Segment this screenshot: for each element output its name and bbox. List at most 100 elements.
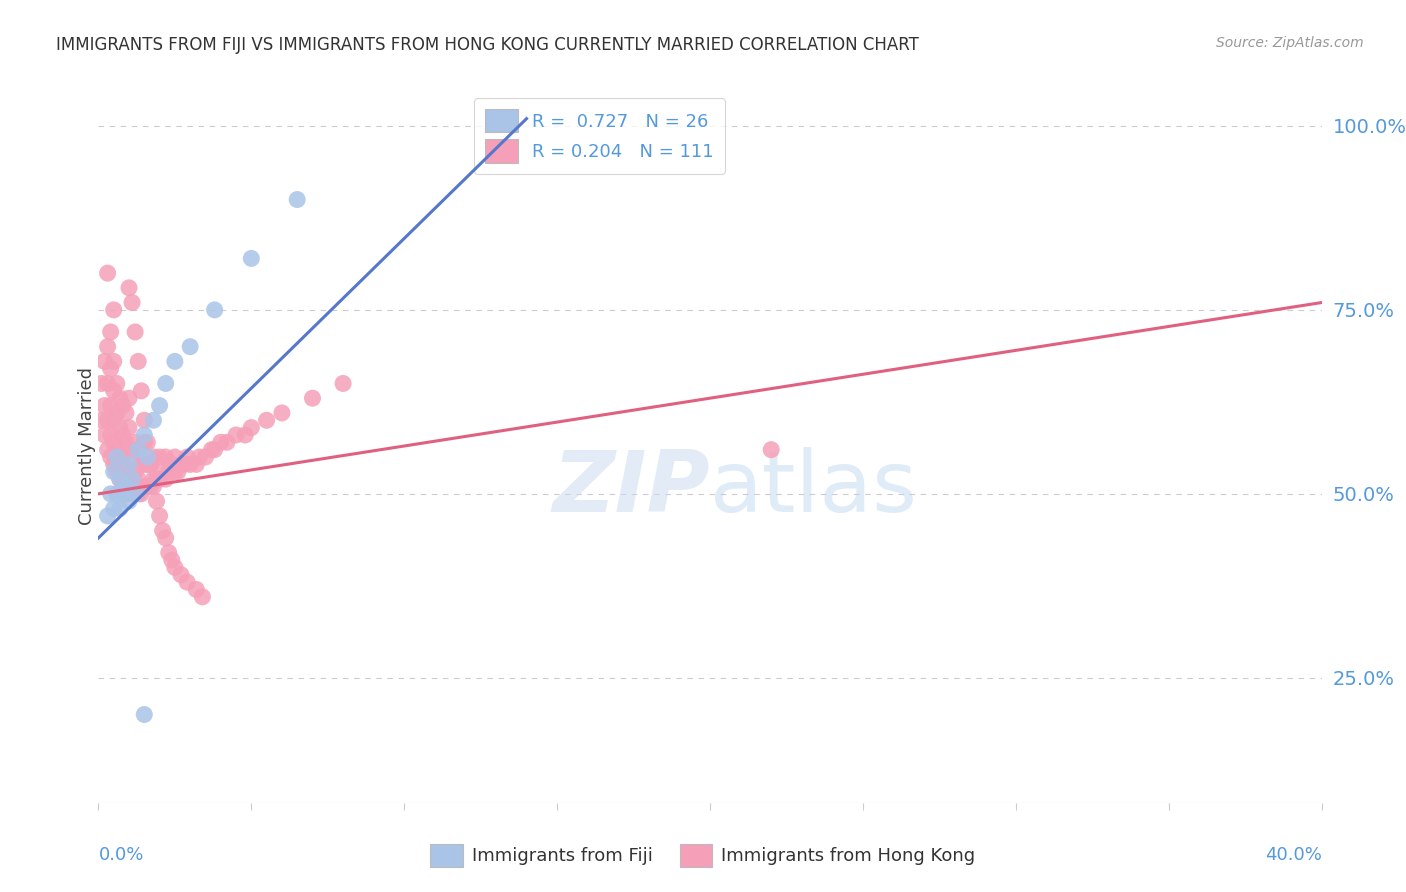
- Point: [225, 428, 247, 442]
- Point: [127, 472, 149, 486]
- Point: [136, 450, 159, 464]
- Text: IMMIGRANTS FROM FIJI VS IMMIGRANTS FROM HONG KONG CURRENTLY MARRIED CORRELATION : IMMIGRANTS FROM FIJI VS IMMIGRANTS FROM …: [56, 36, 920, 54]
- Point: [134, 458, 156, 472]
- Point: [105, 376, 128, 391]
- Point: [124, 487, 146, 501]
- Point: [108, 420, 131, 434]
- Point: [100, 325, 122, 339]
- Point: [142, 472, 165, 486]
- Point: [100, 487, 122, 501]
- Point: [103, 465, 125, 479]
- Point: [167, 465, 190, 479]
- Point: [105, 450, 128, 464]
- Point: [145, 494, 167, 508]
- Point: [176, 575, 198, 590]
- Point: [121, 450, 143, 464]
- Point: [111, 487, 134, 501]
- Point: [108, 501, 131, 516]
- Point: [118, 420, 141, 434]
- Point: [149, 450, 172, 464]
- Point: [194, 450, 217, 464]
- Point: [170, 458, 193, 472]
- Point: [759, 442, 782, 457]
- Point: [118, 458, 141, 472]
- Point: [163, 450, 186, 464]
- Point: [186, 582, 208, 597]
- Point: [124, 487, 146, 501]
- Point: [129, 487, 152, 501]
- Point: [111, 428, 134, 442]
- Point: [179, 458, 201, 472]
- Point: [200, 442, 222, 457]
- Point: [139, 458, 162, 472]
- Point: [118, 494, 141, 508]
- Point: [111, 458, 134, 472]
- Point: [108, 450, 131, 464]
- Point: [186, 458, 208, 472]
- Point: [118, 472, 141, 486]
- Point: [103, 501, 125, 516]
- Point: [204, 302, 226, 317]
- Point: [103, 435, 125, 450]
- Point: [121, 295, 143, 310]
- Point: [127, 442, 149, 457]
- Point: [240, 252, 263, 266]
- Point: [115, 406, 138, 420]
- Point: [105, 487, 128, 501]
- Point: [301, 391, 323, 405]
- Point: [134, 479, 156, 493]
- Point: [188, 450, 211, 464]
- Point: [121, 479, 143, 493]
- Point: [115, 479, 138, 493]
- Point: [142, 450, 165, 464]
- Point: [105, 465, 128, 479]
- Point: [127, 354, 149, 368]
- Point: [105, 406, 128, 420]
- Point: [97, 442, 120, 457]
- Point: [157, 465, 180, 479]
- Point: [179, 340, 201, 354]
- Point: [134, 413, 156, 427]
- Point: [142, 413, 165, 427]
- Point: [105, 442, 128, 457]
- Text: atlas: atlas: [710, 447, 918, 531]
- Point: [97, 413, 120, 427]
- Point: [121, 472, 143, 486]
- Point: [155, 472, 177, 486]
- Point: [155, 376, 177, 391]
- Point: [136, 458, 159, 472]
- Point: [157, 546, 180, 560]
- Point: [129, 458, 152, 472]
- Point: [134, 707, 156, 722]
- Point: [111, 399, 134, 413]
- Point: [124, 325, 146, 339]
- Legend: R =  0.727   N = 26, R = 0.204   N = 111: R = 0.727 N = 26, R = 0.204 N = 111: [474, 98, 724, 174]
- Point: [115, 435, 138, 450]
- Point: [97, 508, 120, 523]
- Point: [97, 376, 120, 391]
- Point: [108, 472, 131, 486]
- Point: [103, 354, 125, 368]
- Point: [124, 465, 146, 479]
- Point: [173, 458, 195, 472]
- Y-axis label: Currently Married: Currently Married: [79, 367, 96, 525]
- Point: [163, 560, 186, 574]
- Point: [136, 479, 159, 493]
- Point: [134, 435, 156, 450]
- Point: [103, 458, 125, 472]
- Point: [163, 354, 186, 368]
- Point: [90, 413, 112, 427]
- Point: [160, 458, 183, 472]
- Point: [163, 465, 186, 479]
- Point: [155, 450, 177, 464]
- Point: [155, 531, 177, 545]
- Point: [215, 435, 238, 450]
- Legend: Immigrants from Fiji, Immigrants from Hong Kong: Immigrants from Fiji, Immigrants from Ho…: [423, 837, 983, 874]
- Point: [170, 567, 193, 582]
- Point: [93, 354, 115, 368]
- Text: 0.0%: 0.0%: [98, 846, 143, 863]
- Point: [256, 413, 278, 427]
- Point: [233, 428, 256, 442]
- Point: [332, 376, 354, 391]
- Point: [136, 435, 159, 450]
